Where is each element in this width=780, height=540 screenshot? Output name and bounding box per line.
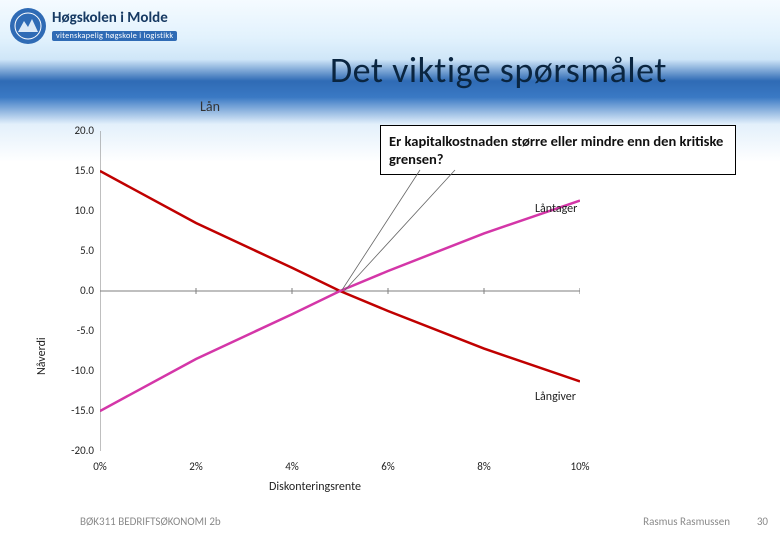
y-tick: 5.0: [58, 244, 94, 257]
x-tick: 6%: [381, 460, 394, 473]
x-tick: 2%: [189, 460, 202, 473]
page-number: 30: [757, 515, 768, 528]
series-label-lantager: Låntager: [535, 202, 577, 216]
x-tick: 10%: [570, 460, 589, 473]
footer-author: Rasmus Rasmussen: [643, 515, 730, 528]
y-tick: 10.0: [58, 204, 94, 217]
chart: Nåverdi 20.0 15.0 10.0 5.0 0.0 -5.0 -10.0 -15.0…: [30, 125, 600, 480]
y-tick: -15.0: [58, 404, 94, 417]
mountain-icon: [10, 8, 46, 44]
y-tick: -20.0: [58, 444, 94, 457]
y-tick: -10.0: [58, 364, 94, 377]
logo-text: Høgskolen i Molde vitenskapelig høgskole…: [52, 11, 177, 42]
y-tick: 20.0: [58, 124, 94, 137]
plot-area: [100, 131, 580, 451]
x-tick: 4%: [285, 460, 298, 473]
y-tick: 15.0: [58, 164, 94, 177]
y-axis-label: Nåverdi: [35, 337, 49, 375]
chart-title: Lån: [200, 98, 220, 115]
y-tick: -5.0: [58, 324, 94, 337]
logo-title: Høgskolen i Molde: [52, 11, 177, 26]
logo: Høgskolen i Molde vitenskapelig høgskole…: [10, 8, 177, 44]
x-tick: 8%: [477, 460, 490, 473]
series-label-langiver: Långiver: [535, 390, 576, 404]
x-axis-label: Diskonteringsrente: [30, 480, 600, 494]
y-tick: 0.0: [58, 284, 94, 297]
slide-title: Det viktige spørsmålet: [330, 48, 667, 92]
x-tick: 0%: [93, 460, 106, 473]
logo-subtitle: vitenskapelig høgskole i logistikk: [52, 31, 177, 41]
footer-course: BØK311 BEDRIFTSØKONOMI 2b: [80, 515, 221, 528]
